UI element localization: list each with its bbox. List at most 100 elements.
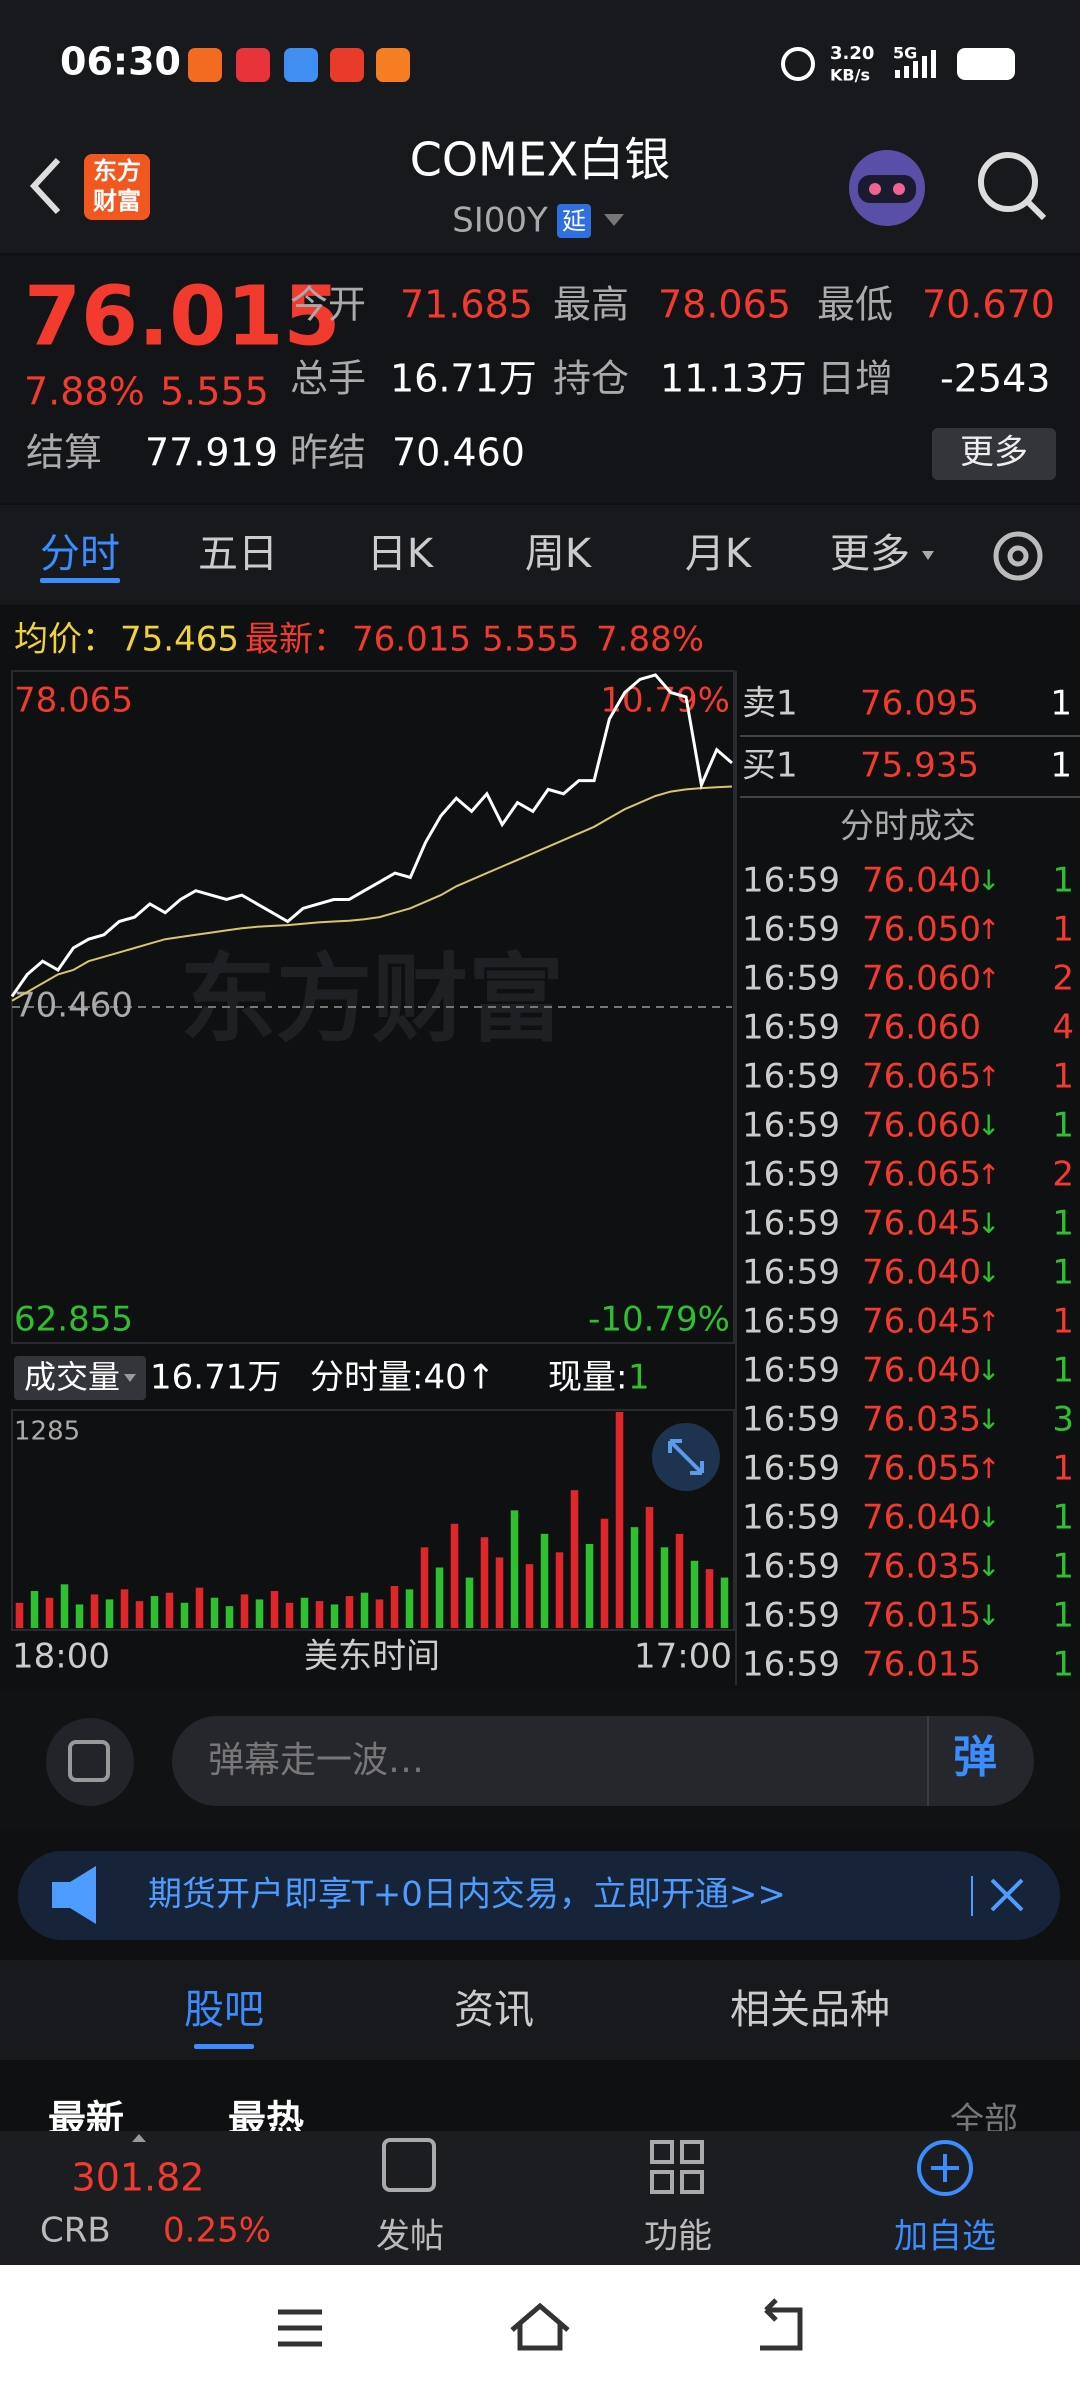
trade-time: 16:59 — [742, 1547, 840, 1587]
index-name[interactable]: CRB — [40, 2211, 111, 2251]
volume-selector[interactable] — [14, 1356, 146, 1400]
trade-price: 76.040 — [862, 1253, 981, 1293]
trade-price: 76.055 — [862, 1449, 981, 1489]
section-tab[interactable]: 资讯 — [454, 1987, 534, 2033]
robot-icon[interactable] — [849, 150, 925, 226]
tab[interactable]: 更多 — [830, 531, 910, 577]
volume-bar — [630, 1527, 639, 1628]
volume-bar — [510, 1510, 519, 1628]
signal-icon — [895, 50, 936, 78]
danmaku-button[interactable]: 弹 — [953, 1732, 997, 1783]
volume-bar — [555, 1552, 564, 1628]
volume-bar — [600, 1518, 609, 1628]
banner-close[interactable] — [990, 1878, 1024, 1912]
trade-direction: ↑ — [977, 1452, 1000, 1485]
tabs-bg — [0, 505, 1080, 605]
post-icon — [382, 2138, 436, 2192]
comment-settings[interactable] — [46, 1718, 134, 1806]
field-label: 最低 — [817, 283, 893, 327]
section-tab[interactable]: 相关品种 — [730, 1987, 890, 2033]
volume-bar — [240, 1594, 249, 1628]
banner-text[interactable]: 期货开户即享T+0日内交易，立即开通>> — [148, 1875, 786, 1915]
comment-placeholder[interactable]: 弹幕走一波… — [208, 1740, 424, 1781]
trade-qty: 1 — [1052, 1596, 1074, 1636]
volume-bar — [75, 1604, 84, 1628]
trade-direction: ↓ — [977, 1501, 1000, 1534]
tab-underline — [40, 578, 120, 583]
more-button[interactable] — [932, 428, 1056, 480]
section-tab-underline — [194, 2044, 254, 2049]
book-qty: 1 — [1050, 684, 1072, 724]
volume-bar — [225, 1606, 234, 1628]
tab[interactable]: 分时 — [40, 531, 120, 577]
field-label: 总手 — [290, 357, 366, 401]
trade-price: 76.035 — [862, 1547, 981, 1587]
volume-bar — [435, 1567, 444, 1628]
settings-button[interactable] — [993, 531, 1043, 581]
action-label[interactable]: 发帖 — [376, 2217, 444, 2257]
volume-bar — [255, 1599, 264, 1628]
volume-bar — [480, 1537, 489, 1628]
megaphone-icon — [52, 1866, 96, 1924]
trade-time: 16:59 — [742, 910, 840, 950]
avg-price: 75.465 — [120, 620, 239, 660]
volume-bar — [150, 1596, 159, 1628]
volume-dropdown — [124, 1374, 136, 1382]
volume-total: 16.71万 — [150, 1358, 281, 1398]
logo-text: 财富 — [93, 187, 141, 215]
add-watch-icon — [917, 2140, 973, 2196]
logo — [84, 154, 150, 220]
trade-price: 76.040 — [862, 1498, 981, 1538]
more-button-text[interactable]: 更多 — [960, 433, 1028, 473]
tab[interactable]: 五日 — [198, 531, 278, 577]
tab[interactable]: 日K — [367, 531, 435, 577]
tab[interactable]: 周K — [525, 531, 593, 577]
avg-label: 均价： — [14, 620, 116, 660]
volume-bar — [135, 1601, 144, 1628]
trade-qty: 2 — [1052, 1155, 1074, 1195]
nav-back[interactable] — [760, 2298, 803, 2351]
banner[interactable] — [18, 1851, 1060, 1940]
nav-home[interactable] — [510, 2302, 570, 2351]
trade-price: 76.060 — [862, 1008, 981, 1048]
dropdown-arrow[interactable] — [604, 214, 624, 226]
nav-menu[interactable] — [278, 2309, 322, 2347]
tick-volume: 分时量:40↑ — [310, 1358, 495, 1398]
field-label: 持仓 — [553, 357, 629, 401]
trade-price: 76.040 — [862, 861, 981, 901]
tab-dropdown — [922, 551, 934, 560]
index-value[interactable]: 301.82 — [72, 2156, 205, 2200]
trade-price: 76.045 — [862, 1302, 981, 1342]
volume-bar — [330, 1604, 339, 1628]
action-label[interactable]: 功能 — [644, 2217, 712, 2257]
index-change[interactable]: 0.25% — [163, 2211, 271, 2251]
y-tick-label: 62.855 — [14, 1300, 133, 1340]
trade-direction: ↓ — [977, 1599, 1000, 1632]
trade-qty: 1 — [1052, 1204, 1074, 1244]
field-value: 70.460 — [392, 431, 525, 475]
volume-bar — [120, 1589, 129, 1628]
status-app-icons — [188, 48, 410, 82]
expand-button[interactable] — [652, 1423, 720, 1491]
back-button[interactable] — [29, 157, 61, 215]
trade-price: 76.035 — [862, 1400, 981, 1440]
volume-bar — [495, 1557, 504, 1628]
trade-time: 16:59 — [742, 1645, 840, 1685]
action-label[interactable]: 加自选 — [894, 2217, 996, 2257]
book-label: 卖1 — [742, 684, 798, 724]
volume-bar — [465, 1577, 474, 1628]
volume-label[interactable]: 成交量 — [24, 1358, 120, 1396]
y-tick-label: 70.460 — [14, 986, 133, 1026]
search-button[interactable] — [978, 152, 1047, 221]
current-volume: 1 — [628, 1358, 650, 1398]
trade-qty: 1 — [1052, 861, 1074, 901]
trade-qty: 1 — [1052, 910, 1074, 950]
tab[interactable]: 月K — [685, 531, 753, 577]
trade-direction: ↓ — [977, 1256, 1000, 1289]
x-axis-label: 18:00 — [12, 1637, 110, 1677]
volume-bar — [165, 1592, 174, 1628]
section-tab[interactable]: 股吧 — [184, 1987, 264, 2033]
field-label: 昨结 — [290, 431, 366, 475]
comment-input[interactable] — [172, 1716, 1034, 1806]
